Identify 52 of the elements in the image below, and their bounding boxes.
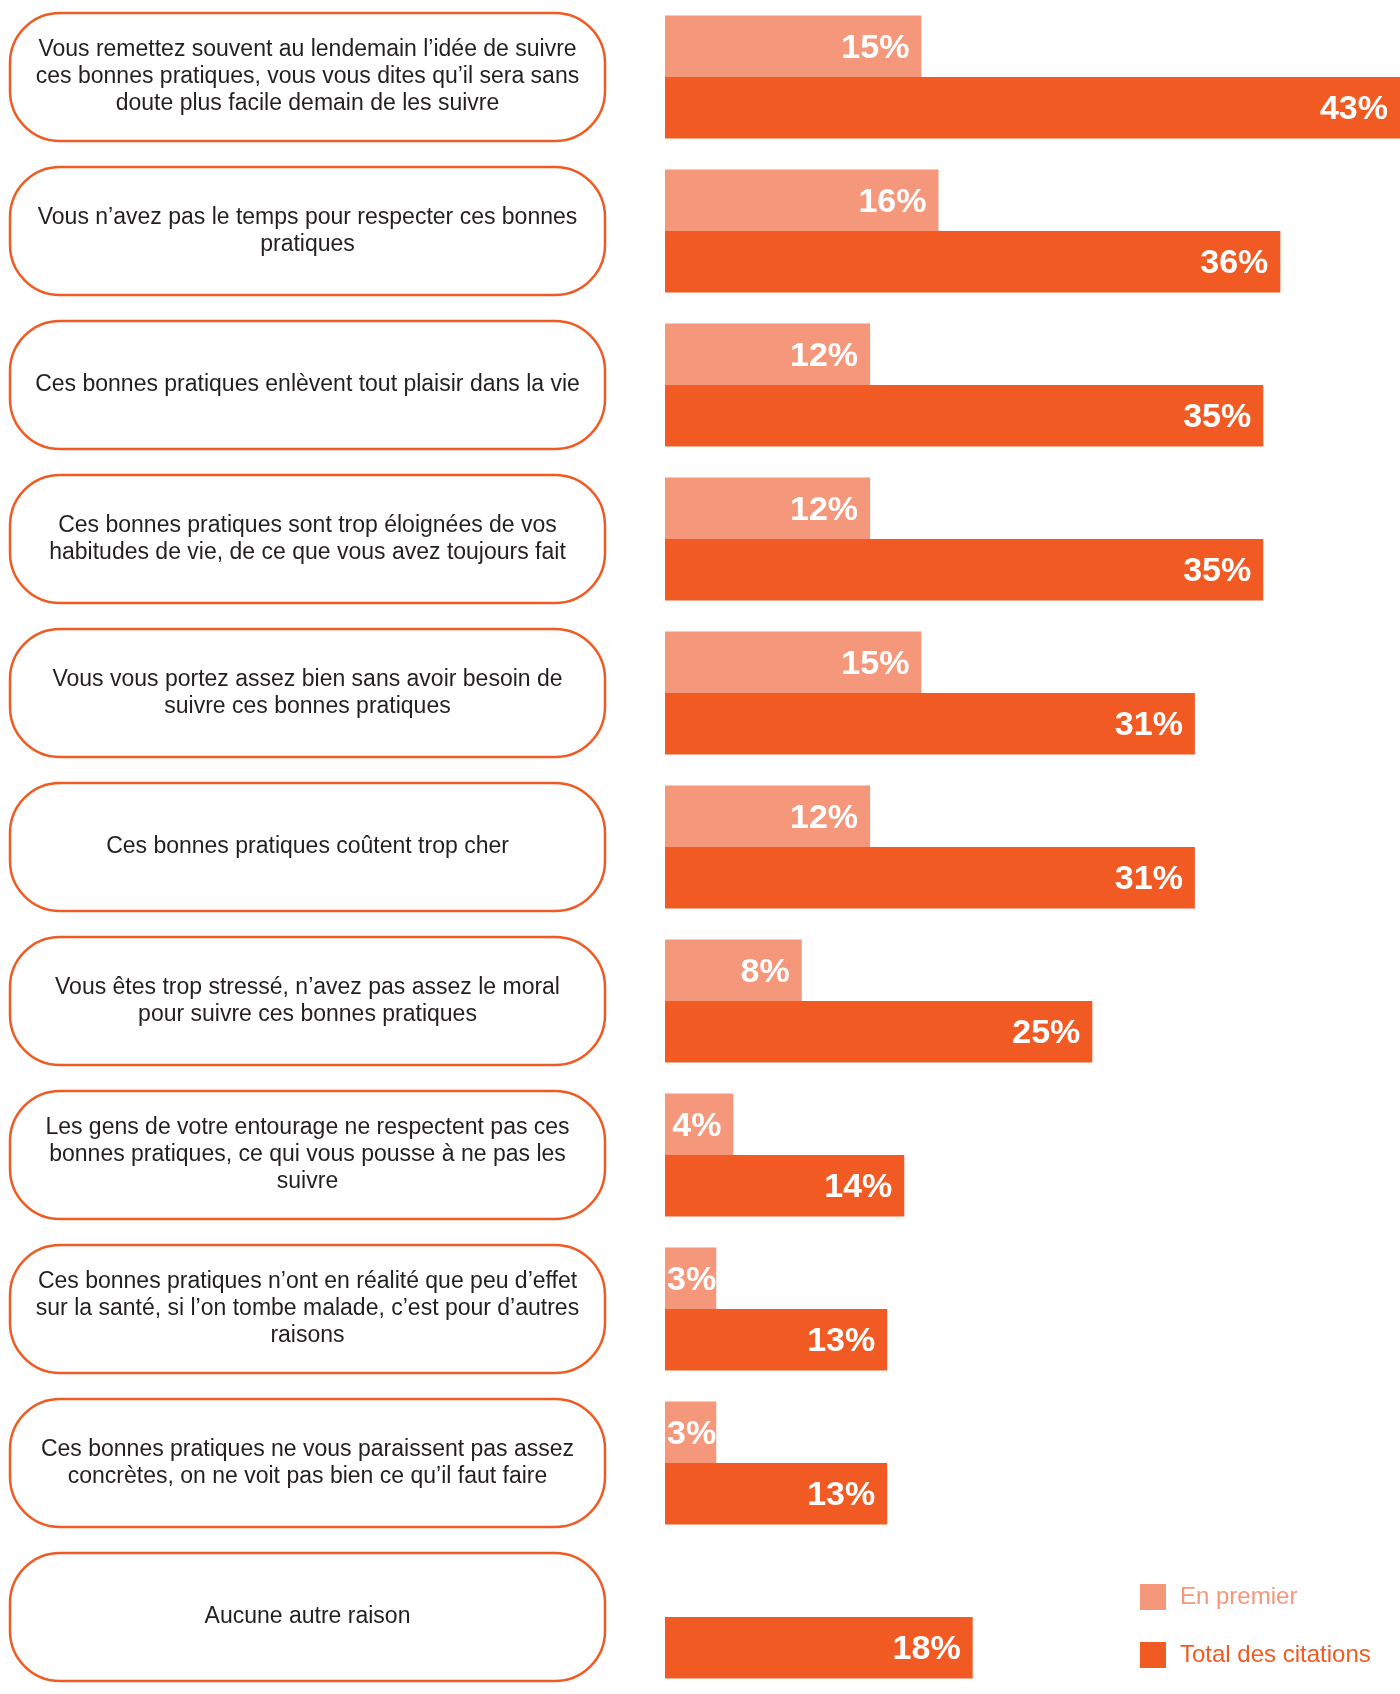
data-label: 35% xyxy=(1183,396,1252,435)
legend-label: Total des citations xyxy=(1180,1639,1371,1667)
data-label: 31% xyxy=(1114,704,1183,743)
bar xyxy=(665,323,871,385)
data-label: 3% xyxy=(667,1412,717,1451)
bar xyxy=(665,1155,905,1217)
legend-label: En premier xyxy=(1180,1581,1298,1609)
data-label: 14% xyxy=(824,1166,893,1205)
bar xyxy=(665,1001,1093,1063)
data-label: 4% xyxy=(672,1104,722,1143)
bar xyxy=(665,693,1195,755)
data-label: 12% xyxy=(790,488,859,527)
bar xyxy=(665,1463,888,1525)
y-tick-label: Vous remettez souvent au lendemain l’idée de suivre ces bonnes pratiques, vous vous dites qu’il sera sans doute plus facile demain de les suivre xyxy=(35,35,580,116)
bar xyxy=(665,939,802,1001)
y-tick-label: Ces bonnes pratiques ne vous paraissent pas assez concrètes, on ne voit pas bien ce qu’il faut faire xyxy=(40,1434,575,1488)
bar xyxy=(665,15,922,77)
y-tick-label: Les gens de votre entourage ne respectent pas ces bonnes pratiques, ce qui vous pousse à ne pas les suivre xyxy=(45,1113,570,1194)
data-label: 43% xyxy=(1319,88,1388,127)
y-tick-label: Ces bonnes pratiques sont trop éloignées de vos habitudes de vie, de ce que vous avez toujours fait xyxy=(49,510,567,564)
y-tick-label: Aucune autre raison xyxy=(204,1602,411,1629)
data-label: 13% xyxy=(807,1474,876,1513)
data-label: 12% xyxy=(790,796,859,835)
data-label: 36% xyxy=(1200,242,1269,281)
data-label: 31% xyxy=(1114,858,1183,897)
bar xyxy=(665,477,871,539)
y-tick-label: Ces bonnes pratiques coûtent trop cher xyxy=(106,832,510,859)
data-label: 12% xyxy=(790,334,859,373)
y-tick-label: Vous êtes trop stressé, n’avez pas assez le moral pour suivre ces bonnes pratiques xyxy=(55,972,560,1026)
data-label: 8% xyxy=(740,950,790,989)
bar xyxy=(665,169,939,231)
data-label: 15% xyxy=(841,26,910,65)
bar xyxy=(665,1617,973,1679)
bar xyxy=(665,1309,888,1371)
y-tick-label: Vous n’avez pas le temps pour respecter ces bonnes pratiques xyxy=(37,202,578,256)
y-tick-label: Ces bonnes pratiques enlèvent tout plaisir dans la vie xyxy=(35,370,580,397)
bar xyxy=(665,847,1195,909)
bar xyxy=(665,385,1264,447)
data-label: 3% xyxy=(667,1258,717,1297)
bar xyxy=(665,77,1400,139)
data-label: 16% xyxy=(858,180,927,219)
data-label: 18% xyxy=(892,1628,961,1667)
bar xyxy=(665,631,922,693)
data-label: 25% xyxy=(1012,1012,1081,1051)
data-label: 35% xyxy=(1183,550,1252,589)
data-label: 15% xyxy=(841,642,910,681)
y-tick-label: Ces bonnes pratiques n’ont en réalité que peu d’effet sur la santé, si l’on tombe malade, c’est pour d’autres raisons xyxy=(35,1267,580,1348)
y-tick-label: Vous vous portez assez bien sans avoir besoin de suivre ces bonnes pratiques xyxy=(52,664,563,718)
bar xyxy=(665,785,871,847)
bar xyxy=(665,231,1281,293)
bar xyxy=(665,539,1264,601)
data-label: 13% xyxy=(807,1320,876,1359)
